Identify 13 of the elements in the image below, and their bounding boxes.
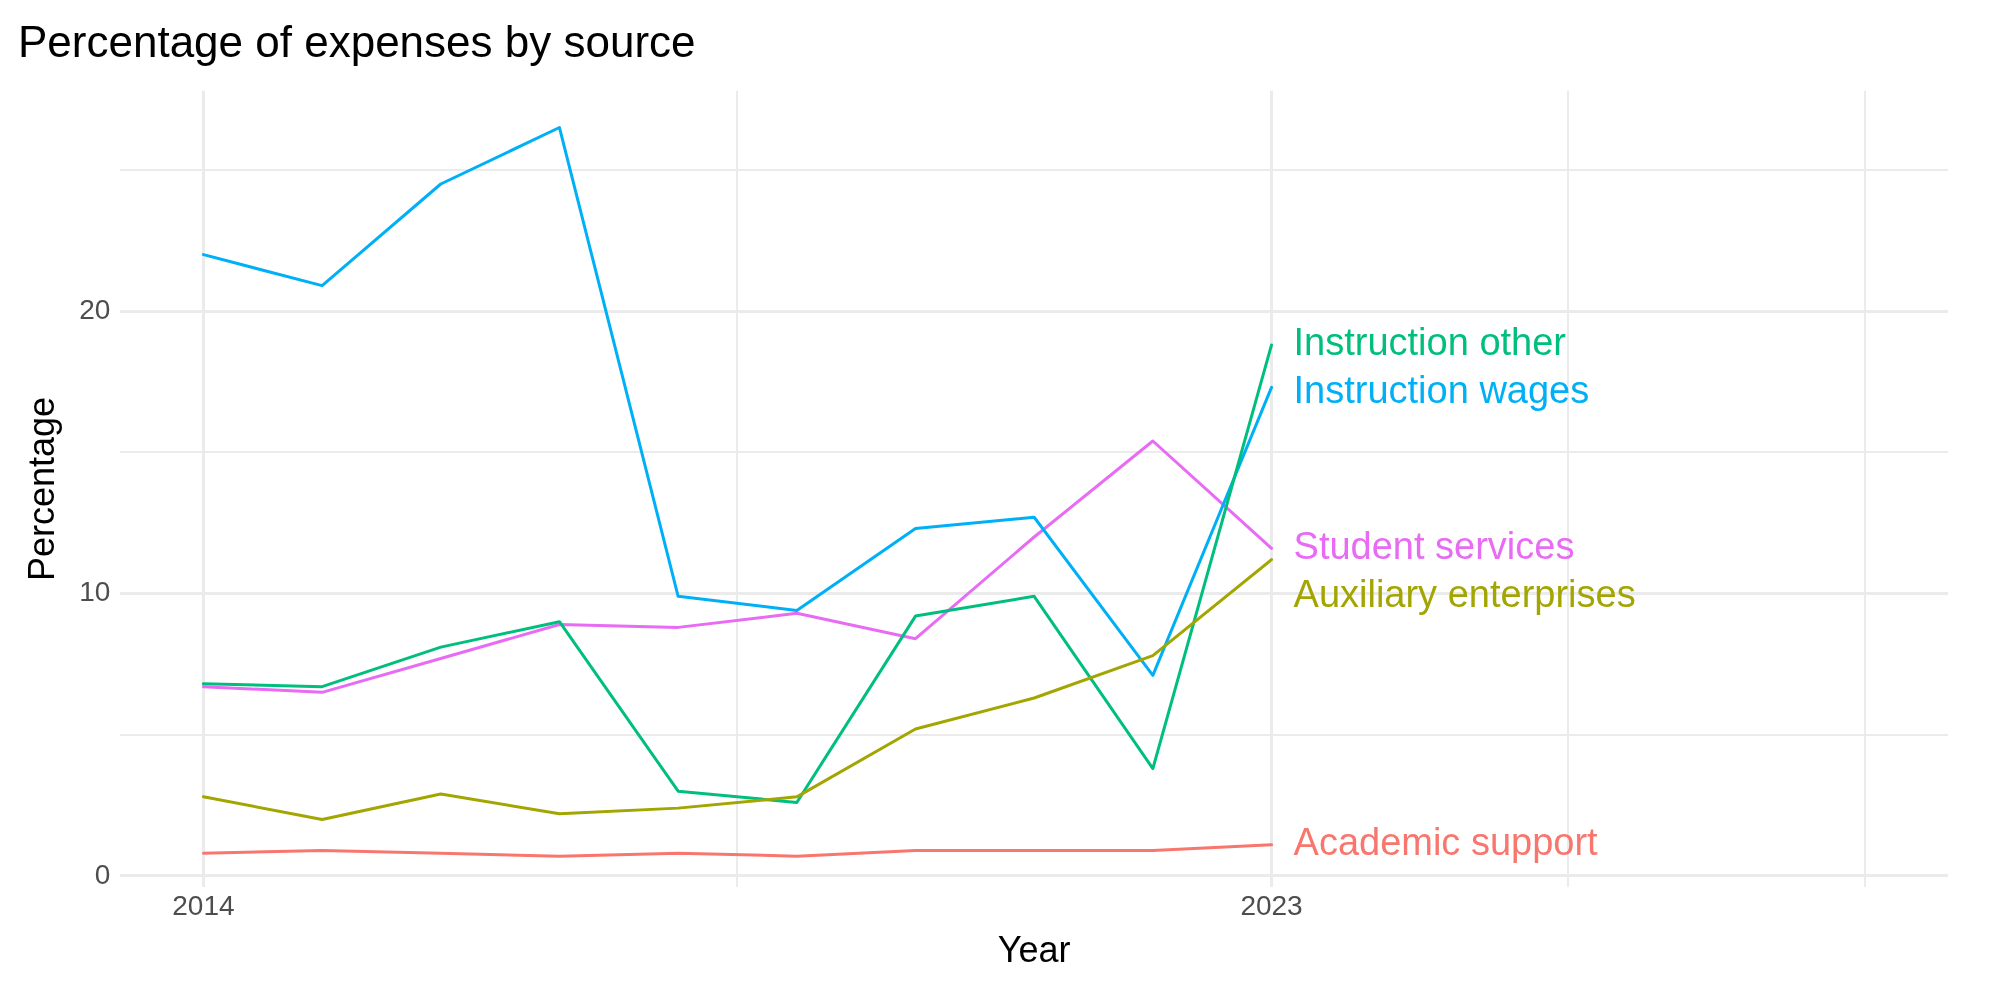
- series-label: Instruction wages: [1293, 369, 1590, 412]
- y-axis-title: Percentage: [20, 396, 62, 582]
- chart-title: Percentage of expenses by source: [18, 16, 696, 66]
- x-tick-label: 2023: [1240, 889, 1303, 921]
- x-axis-title: Year: [997, 929, 1071, 971]
- y-tick-label: 0: [94, 858, 111, 890]
- series-label: Academic support: [1293, 821, 1599, 864]
- series-label: Auxiliary enterprises: [1293, 572, 1636, 615]
- series-label: Instruction other: [1293, 321, 1567, 364]
- series-label: Student services: [1293, 524, 1575, 567]
- x-tick-label: 2014: [172, 889, 235, 921]
- y-tick-label: 10: [79, 576, 111, 608]
- y-tick-label: 20: [79, 293, 111, 325]
